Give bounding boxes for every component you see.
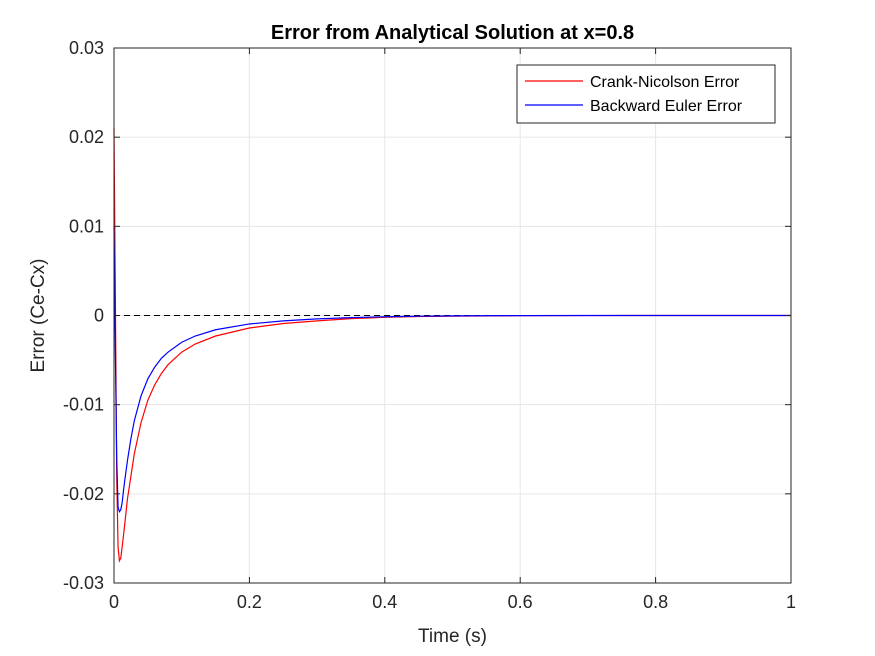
legend-label-crank-nicolson: Crank-Nicolson Error: [590, 74, 740, 91]
legend-label-backward-euler: Backward Euler Error: [590, 98, 743, 115]
series-lines: [113, 128, 791, 563]
y-tick-label: 0.02: [69, 127, 104, 147]
y-tick-label: 0.01: [69, 216, 104, 236]
y-tick-label: 0: [94, 306, 104, 326]
series-line-backward-euler: [113, 226, 791, 513]
axis-ticks: 0 0.2 0.4 0.6 0.8 1 -0.03 -0.02 -0.01 0 0.01 0.02 0.…: [63, 38, 796, 612]
x-tick-label: 0.4: [372, 592, 397, 612]
legend-box: [516, 64, 776, 124]
y-tick-label: -0.03: [63, 573, 104, 593]
x-axis-label: Time (s): [418, 626, 487, 647]
y-axis-label: Error (Ce-Cx): [28, 259, 49, 373]
y-tick-label: -0.02: [63, 484, 104, 504]
x-tick-label: 0.8: [643, 592, 668, 612]
chart-title: Error from Analytical Solution at x=0.8: [271, 22, 634, 44]
legend: Crank-Nicolson Error Backward Euler Error: [516, 64, 776, 124]
y-tick-label: -0.01: [63, 395, 104, 415]
y-tick-label: 0.03: [69, 38, 104, 58]
x-tick-label: 0: [109, 592, 119, 612]
x-tick-label: 0.2: [237, 592, 262, 612]
x-tick-label: 0.6: [508, 592, 533, 612]
x-tick-label: 1: [786, 592, 796, 612]
